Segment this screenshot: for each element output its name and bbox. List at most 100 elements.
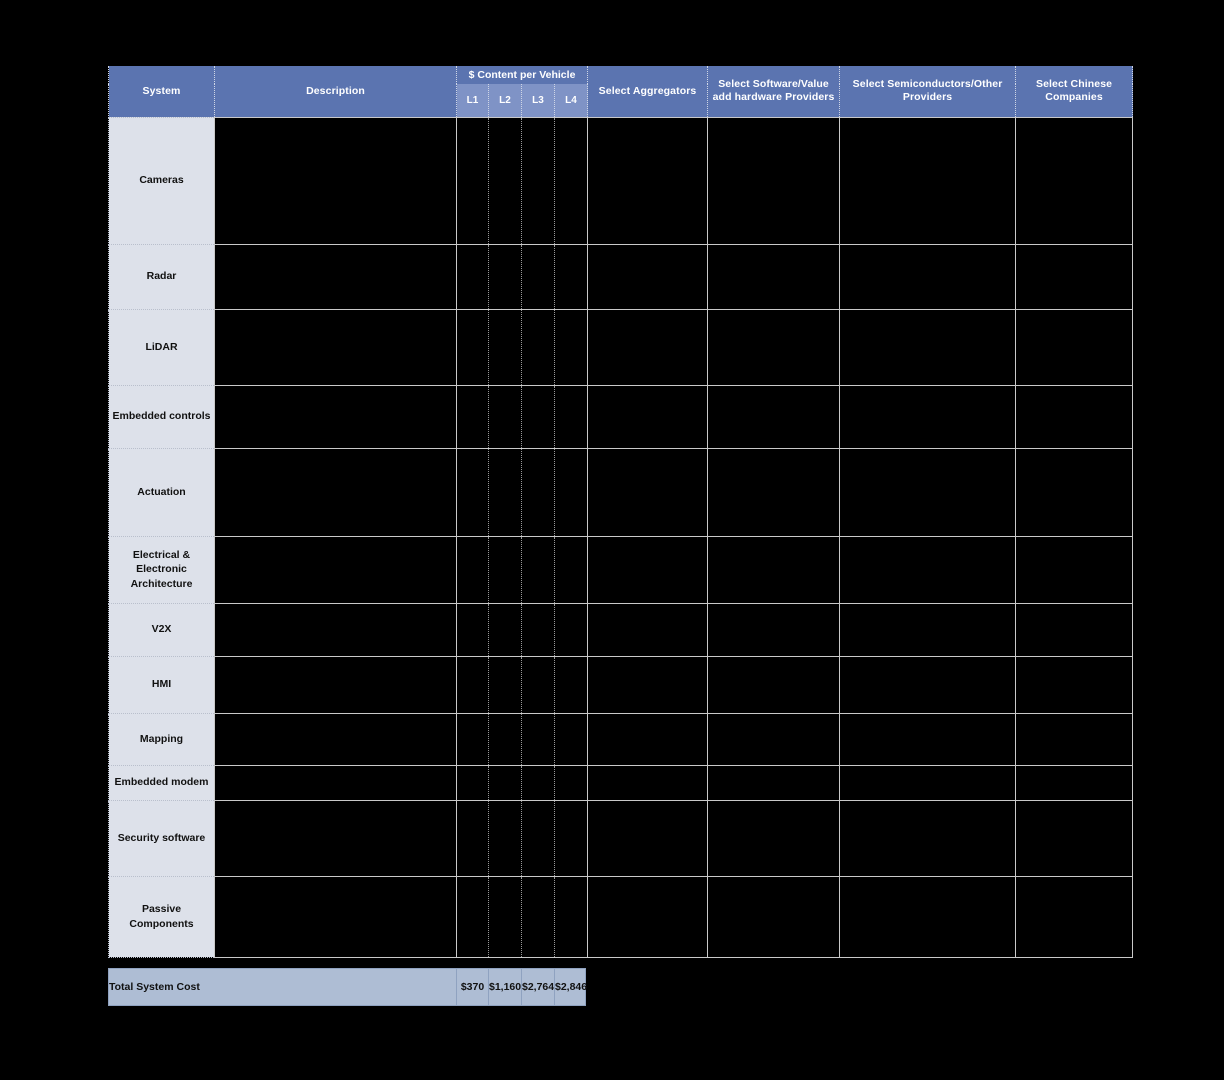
l4-cell xyxy=(553,764,589,801)
l4-cell xyxy=(553,308,589,386)
l2-cell xyxy=(488,243,522,310)
column-header-system[interactable]: System xyxy=(108,66,215,117)
l3-cell xyxy=(521,243,555,310)
l3-cell xyxy=(521,535,555,604)
column-header-software-providers[interactable]: Select Software/Value add hardware Provi… xyxy=(707,66,841,117)
system-name-cell: HMI xyxy=(108,655,215,714)
semiconductor-providers-cell xyxy=(839,243,1017,310)
table-row: Cameras xyxy=(108,116,1134,245)
column-header-level-l1[interactable]: L1 xyxy=(456,84,489,117)
matrix-grid: System Description $ Content per Vehicle… xyxy=(108,66,1134,958)
l4-cell xyxy=(553,875,589,958)
chinese-companies-cell xyxy=(1015,875,1134,958)
software-providers-cell xyxy=(707,384,841,449)
table-row: HMI xyxy=(108,655,1134,714)
description-cell xyxy=(214,602,457,657)
software-providers-cell xyxy=(707,602,841,657)
l2-cell xyxy=(488,447,522,537)
description-cell xyxy=(214,875,457,958)
l3-cell xyxy=(521,764,555,801)
l2-cell xyxy=(488,799,522,877)
table-row: Actuation xyxy=(108,447,1134,537)
software-providers-cell xyxy=(707,116,841,245)
column-header-level-l4[interactable]: L4 xyxy=(553,84,589,117)
l1-cell xyxy=(456,799,489,877)
table-row: V2X xyxy=(108,602,1134,657)
l4-cell xyxy=(553,655,589,714)
l4-cell xyxy=(553,799,589,877)
l4-cell xyxy=(553,447,589,537)
column-header-aggregators[interactable]: Select Aggregators xyxy=(587,66,709,117)
aggregators-cell xyxy=(587,535,709,604)
l2-cell xyxy=(488,875,522,958)
column-header-description[interactable]: Description xyxy=(214,66,457,117)
aggregators-cell xyxy=(587,116,709,245)
software-providers-cell xyxy=(707,764,841,801)
semiconductor-providers-cell xyxy=(839,764,1017,801)
table-row: Electrical & Electronic Architecture xyxy=(108,535,1134,604)
software-providers-cell xyxy=(707,535,841,604)
description-cell xyxy=(214,447,457,537)
l2-cell xyxy=(488,602,522,657)
chinese-companies-cell xyxy=(1015,243,1134,310)
chinese-companies-cell xyxy=(1015,384,1134,449)
semiconductor-providers-cell xyxy=(839,447,1017,537)
l4-cell xyxy=(553,602,589,657)
description-cell xyxy=(214,308,457,386)
l4-cell xyxy=(553,712,589,766)
aggregators-cell xyxy=(587,764,709,801)
table-row-total: Total System Cost $370 $1,160 $2,764 $2,846 xyxy=(108,968,587,1006)
column-header-level-l3[interactable]: L3 xyxy=(521,84,555,117)
total-cost-l2: $1,160 xyxy=(488,968,522,1006)
semiconductor-providers-cell xyxy=(839,384,1017,449)
description-cell xyxy=(214,712,457,766)
description-cell xyxy=(214,655,457,714)
l2-cell xyxy=(488,764,522,801)
semiconductor-providers-cell xyxy=(839,116,1017,245)
chinese-companies-cell xyxy=(1015,712,1134,766)
l1-cell xyxy=(456,655,489,714)
system-name-cell: Electrical & Electronic Architecture xyxy=(108,535,215,604)
l3-cell xyxy=(521,655,555,714)
system-name-cell: LiDAR xyxy=(108,308,215,386)
aggregators-cell xyxy=(587,602,709,657)
l2-cell xyxy=(488,712,522,766)
l1-cell xyxy=(456,384,489,449)
table-body: Cameras Radar LiDAR Embedded controls Actuat… xyxy=(108,116,1134,958)
description-cell xyxy=(214,243,457,310)
l2-cell xyxy=(488,655,522,714)
l1-cell xyxy=(456,712,489,766)
column-header-content-per-vehicle: $ Content per Vehicle xyxy=(455,66,589,84)
chinese-companies-cell xyxy=(1015,116,1134,245)
total-row-section: Total System Cost $370 $1,160 $2,764 $2,846 xyxy=(108,968,587,1006)
system-name-cell: Radar xyxy=(108,243,215,310)
software-providers-cell xyxy=(707,712,841,766)
chinese-companies-cell xyxy=(1015,799,1134,877)
description-cell xyxy=(214,535,457,604)
semiconductor-providers-cell xyxy=(839,535,1017,604)
table-row: Embedded modem xyxy=(108,764,1134,801)
aggregators-cell xyxy=(587,799,709,877)
aggregators-cell xyxy=(587,655,709,714)
l4-cell xyxy=(553,384,589,449)
column-header-semiconductor-providers[interactable]: Select Semiconductors/Other Providers xyxy=(839,66,1017,117)
column-header-level-l2[interactable]: L2 xyxy=(488,84,522,117)
software-providers-cell xyxy=(707,243,841,310)
l3-cell xyxy=(521,875,555,958)
column-header-chinese-companies[interactable]: Select Chinese Companies xyxy=(1015,66,1134,117)
table-row: LiDAR xyxy=(108,308,1134,386)
semiconductor-providers-cell xyxy=(839,875,1017,958)
aggregators-cell xyxy=(587,447,709,537)
semiconductor-providers-cell xyxy=(839,712,1017,766)
total-system-cost-label: Total System Cost xyxy=(108,968,457,1006)
aggregators-cell xyxy=(587,712,709,766)
l2-cell xyxy=(488,308,522,386)
l3-cell xyxy=(521,116,555,245)
aggregators-cell xyxy=(587,308,709,386)
software-providers-cell xyxy=(707,799,841,877)
l1-cell xyxy=(456,764,489,801)
l2-cell xyxy=(488,535,522,604)
l4-cell xyxy=(553,116,589,245)
chinese-companies-cell xyxy=(1015,655,1134,714)
system-content-matrix: System Description $ Content per Vehicle… xyxy=(108,66,1134,958)
